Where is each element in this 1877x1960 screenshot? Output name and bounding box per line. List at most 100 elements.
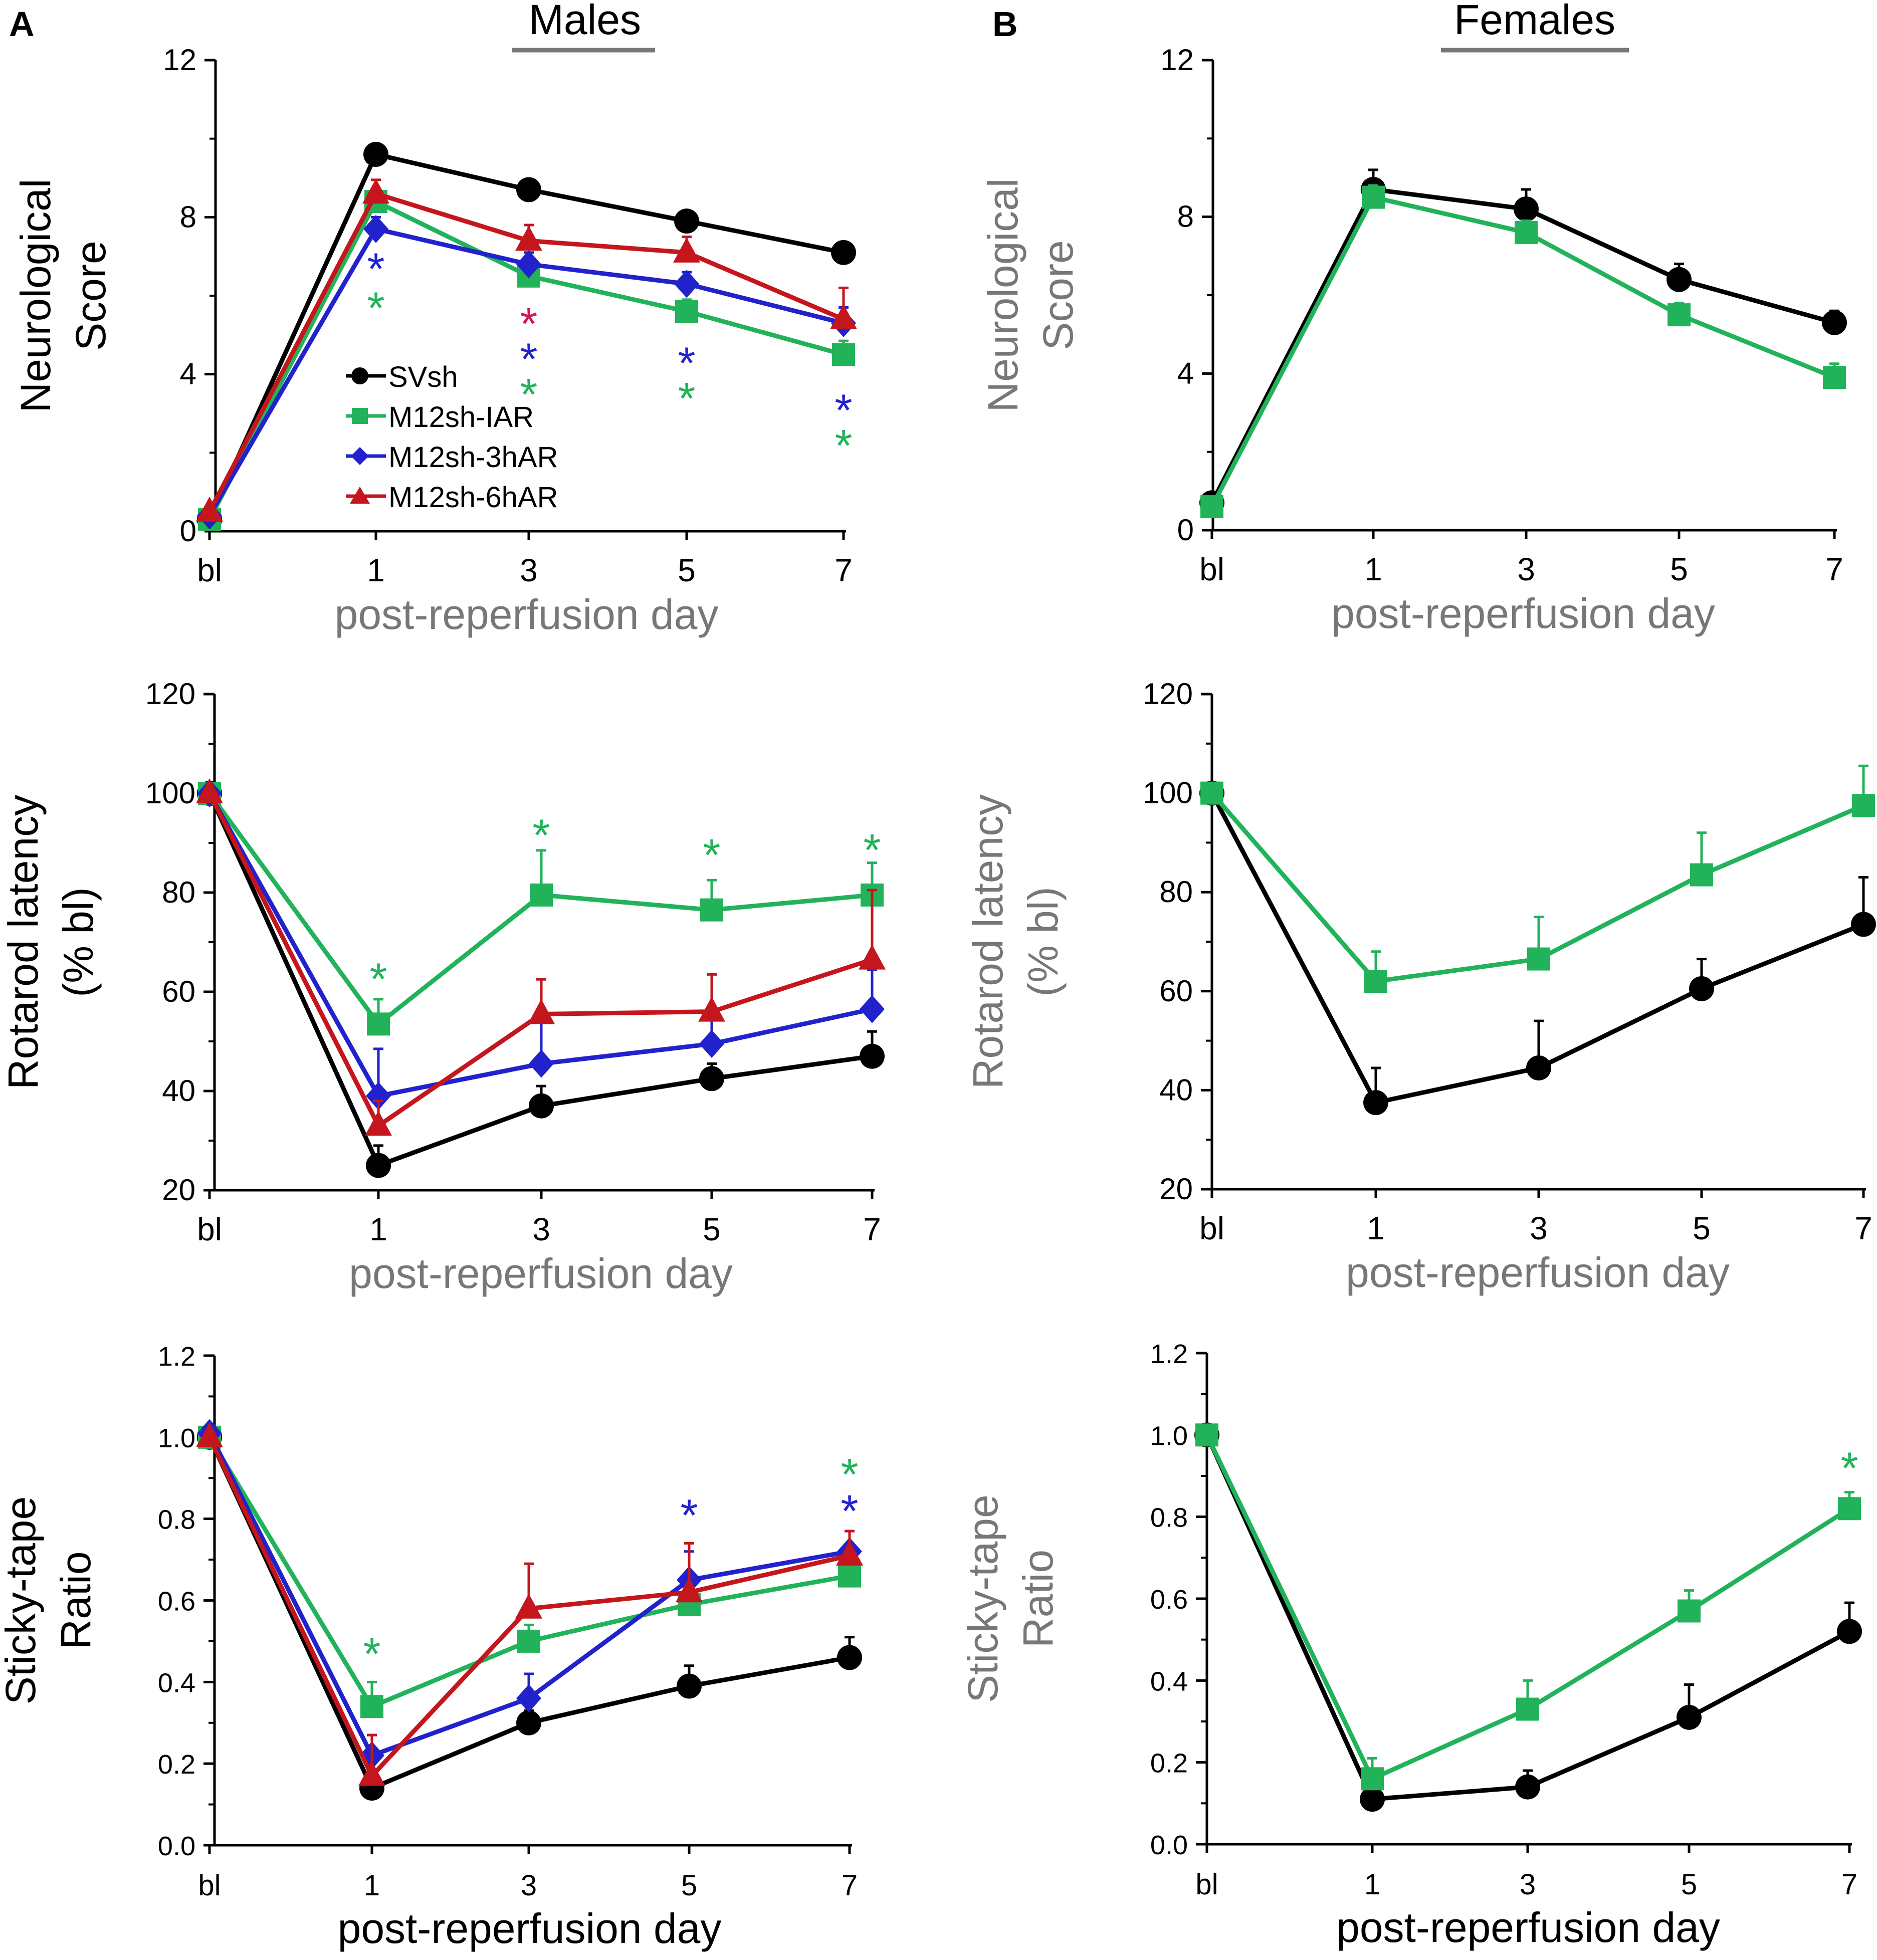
point-svsh (1677, 1704, 1702, 1730)
x-tick-label: 5 (678, 552, 696, 588)
y-tick-label: 20 (162, 1173, 195, 1207)
y-axis-title: (% bl) (55, 887, 102, 997)
point-svsh (516, 177, 541, 202)
y-tick-label: 0.6 (1150, 1585, 1188, 1615)
point-m12sh-3har (516, 1684, 541, 1712)
significance-star: * (835, 385, 852, 435)
legend-marker-svsh (351, 367, 368, 384)
y-tick-label: 0.2 (1150, 1749, 1188, 1779)
x-tick-label: 3 (1520, 1868, 1536, 1901)
y-axis-title: Sticky-tape (959, 1494, 1006, 1703)
x-tick-label: 1 (367, 552, 385, 588)
y-tick-label: 12 (163, 43, 196, 77)
point-m12sh-iar (675, 300, 698, 323)
x-tick-label: 7 (1854, 1210, 1872, 1246)
y-tick-label: 0.8 (1150, 1503, 1188, 1533)
point-svsh (1526, 1055, 1551, 1080)
y-axis-title: Score (1034, 240, 1082, 350)
sticky-tape-males-chart: 0.0 0.2 0.4 0.6 0.8 1.0 1.2 bl 1 3 5 7 post-reperfus… (0, 1342, 863, 1952)
x-tick-label: 1 (1364, 551, 1382, 587)
y-tick-label: 0.2 (158, 1750, 195, 1780)
legend-label-m12sh-6har: M12sh-6hAR (388, 481, 558, 514)
x-tick-label: bl (198, 1869, 221, 1902)
x-tick-label: 3 (521, 1869, 537, 1902)
y-tick-label: 0.4 (158, 1668, 195, 1698)
y-tick-label: 40 (1159, 1073, 1193, 1107)
neuro-score-males-chart: 0 4 8 12 bl 1 3 5 7 post-reperfusion day Neurologi… (12, 43, 857, 638)
significance-star: * (680, 1490, 698, 1541)
y-tick-label: 0.6 (158, 1587, 195, 1617)
legend-label-m12sh-3har: M12sh-3hAR (388, 441, 558, 474)
legend-label-m12sh-iar: M12sh-IAR (388, 401, 534, 433)
point-m12sh-6har (196, 1422, 223, 1447)
legend-marker-m12sh-6har (350, 487, 370, 504)
y-tick-label: 8 (180, 200, 196, 234)
x-tick-label: 5 (1693, 1210, 1711, 1246)
legend-item-m12sh-iar: M12sh-IAR (346, 401, 534, 433)
x-tick-label: 3 (532, 1211, 550, 1247)
column-title-males: Males (529, 0, 641, 43)
significance-star: * (841, 1450, 858, 1500)
point-m12sh-6har (365, 1111, 392, 1136)
x-tick-label: 7 (1825, 551, 1843, 587)
y-axis-title: Ratio (52, 1551, 99, 1649)
point-m12sh-iar (1200, 495, 1223, 519)
point-m12sh-6har (362, 178, 389, 204)
point-m12sh-iar (367, 1012, 390, 1036)
point-m12sh-iar (1838, 1497, 1861, 1520)
point-m12sh-6har (196, 496, 223, 522)
point-svsh (529, 1093, 554, 1119)
x-tick-label: 3 (1530, 1210, 1548, 1246)
significance-star: * (367, 244, 384, 294)
y-tick-label: 80 (162, 876, 195, 909)
column-title-females: Females (1454, 0, 1615, 43)
point-m12sh-6har (830, 304, 857, 329)
point-svsh (1822, 310, 1847, 335)
x-axis-title: post-reperfusion day (1346, 1249, 1730, 1296)
y-tick-label: 0 (180, 514, 196, 548)
significance-star: * (367, 284, 384, 334)
legend-label-svsh: SVsh (388, 361, 458, 393)
x-axis-title: post-reperfusion day (1331, 590, 1715, 637)
point-m12sh-iar (1678, 1599, 1701, 1623)
point-svsh (366, 1153, 391, 1178)
y-tick-label: 80 (1159, 875, 1193, 909)
significance-star: * (863, 825, 881, 876)
point-m12sh-iar (1362, 185, 1385, 209)
point-m12sh-iar (1195, 1423, 1218, 1447)
point-svsh (1851, 912, 1876, 937)
series-line-svsh (1204, 1434, 1851, 1802)
point-svsh (699, 1066, 724, 1092)
significance-star: * (520, 370, 537, 420)
legend-marker-m12sh-iar (352, 408, 368, 424)
point-m12sh-3har (699, 1029, 724, 1058)
point-m12sh-3har (363, 214, 388, 243)
significance-star: * (520, 299, 537, 349)
point-m12sh-iar (1690, 863, 1713, 887)
point-m12sh-3har (516, 250, 541, 279)
y-axis-title: Rotarod latency (964, 794, 1011, 1089)
y-tick-label: 12 (1160, 43, 1194, 77)
point-svsh (1515, 1774, 1540, 1800)
legend-marker-m12sh-3har (351, 447, 369, 465)
x-tick-label: 1 (369, 1211, 387, 1247)
panel-label-b: B (992, 5, 1018, 44)
point-m12sh-iar (1852, 794, 1875, 817)
significance-star: * (703, 830, 720, 881)
sticky-tape-females-chart: 0.0 0.2 0.4 0.6 0.8 1.0 1.2 bl 1 3 5 7 post-reperfus… (959, 1339, 1862, 1951)
significance-star: * (841, 1486, 858, 1537)
y-tick-label: 0.0 (158, 1831, 195, 1861)
y-tick-label: 4 (180, 357, 196, 391)
y-axis-title: (% bl) (1019, 887, 1067, 996)
point-svsh (1666, 267, 1692, 292)
x-axis-title: post-reperfusion day (335, 591, 719, 638)
point-m12sh-iar (1667, 303, 1691, 327)
x-tick-label: 7 (1841, 1868, 1857, 1901)
x-tick-label: 5 (1670, 551, 1688, 587)
point-m12sh-iar (360, 1695, 383, 1718)
y-tick-label: 60 (1159, 974, 1193, 1008)
point-m12sh-iar (1823, 366, 1846, 389)
point-m12sh-6har (698, 996, 725, 1022)
point-svsh (516, 1710, 541, 1735)
x-tick-label: bl (1195, 1868, 1218, 1901)
